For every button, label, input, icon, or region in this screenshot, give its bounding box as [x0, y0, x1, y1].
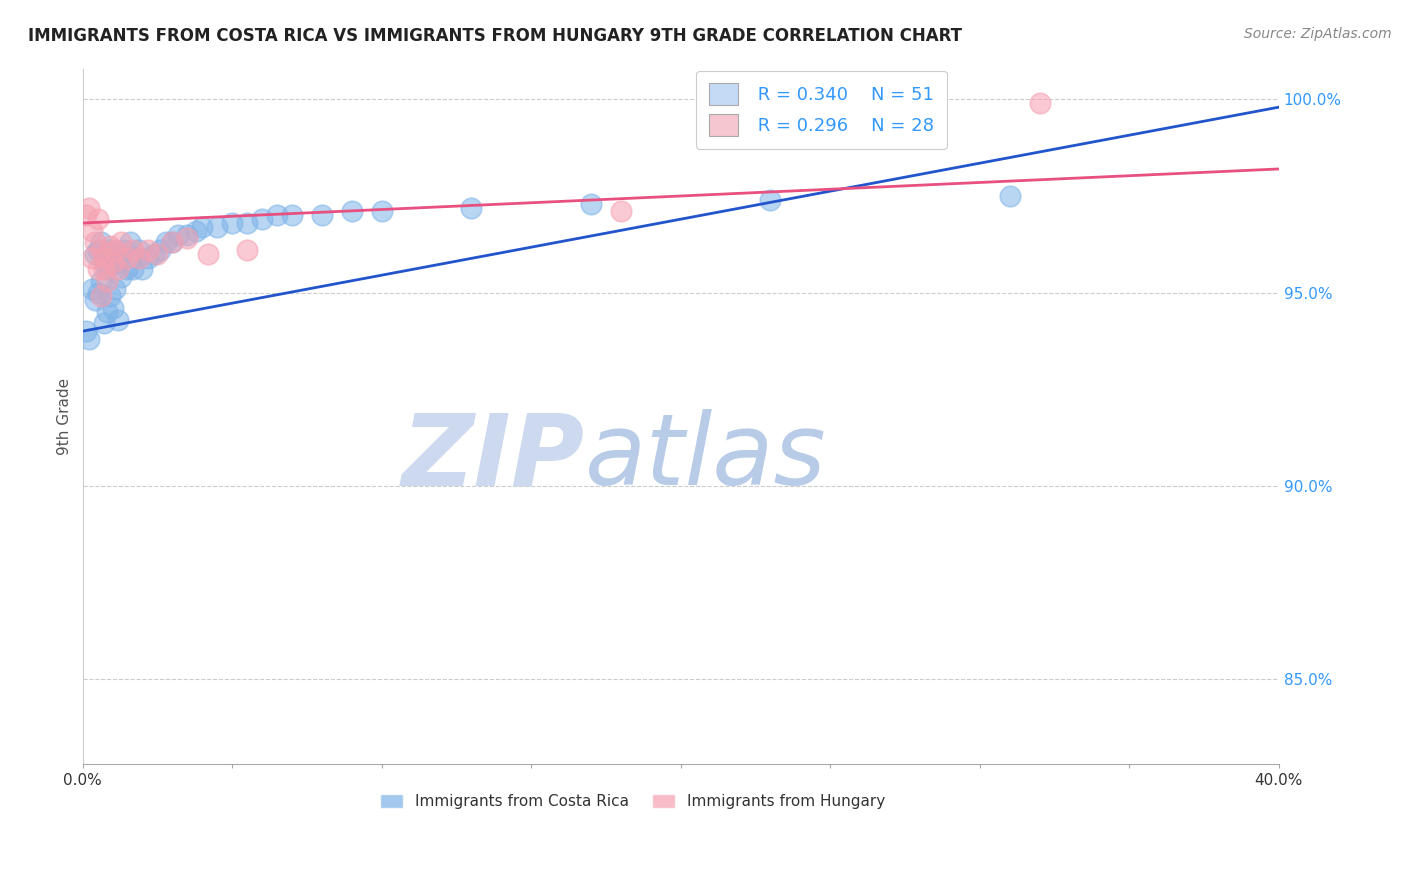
- Point: [80, 251, 103, 265]
- Point: [86, 212, 108, 227]
- Point: [93, 254, 115, 268]
- Point: [114, 243, 136, 257]
- Point: [98, 239, 121, 253]
- Point: [138, 251, 160, 265]
- Point: [77, 201, 100, 215]
- Point: [90, 274, 112, 288]
- Point: [93, 317, 115, 331]
- Point: [107, 262, 129, 277]
- Point: [122, 243, 145, 257]
- Point: [104, 243, 127, 257]
- Point: [138, 243, 160, 257]
- Point: [125, 251, 148, 265]
- Point: [86, 285, 108, 300]
- Point: [101, 251, 124, 265]
- Point: [610, 204, 633, 219]
- Point: [1028, 96, 1050, 111]
- Point: [96, 274, 118, 288]
- Point: [75, 208, 97, 222]
- Point: [128, 243, 150, 257]
- Point: [104, 282, 127, 296]
- Point: [162, 235, 184, 250]
- Point: [120, 235, 142, 250]
- Point: [110, 270, 132, 285]
- Point: [90, 235, 112, 250]
- Legend: Immigrants from Costa Rica, Immigrants from Hungary: Immigrants from Costa Rica, Immigrants f…: [374, 788, 891, 815]
- Point: [117, 251, 139, 265]
- Point: [128, 251, 150, 265]
- Point: [205, 219, 228, 234]
- Text: ZIP: ZIP: [402, 409, 585, 507]
- Point: [75, 324, 97, 338]
- Point: [131, 262, 153, 277]
- Point: [221, 216, 243, 230]
- Point: [579, 196, 602, 211]
- Point: [998, 189, 1021, 203]
- Point: [101, 301, 124, 315]
- Point: [117, 262, 139, 277]
- Point: [186, 224, 208, 238]
- Point: [83, 235, 105, 250]
- Point: [250, 212, 273, 227]
- Text: atlas: atlas: [585, 409, 827, 507]
- Point: [122, 262, 145, 277]
- Text: IMMIGRANTS FROM COSTA RICA VS IMMIGRANTS FROM HUNGARY 9TH GRADE CORRELATION CHAR: IMMIGRANTS FROM COSTA RICA VS IMMIGRANTS…: [28, 27, 962, 45]
- Point: [236, 243, 259, 257]
- Point: [96, 305, 118, 319]
- Point: [93, 251, 115, 265]
- Point: [167, 227, 190, 242]
- Point: [191, 219, 214, 234]
- Point: [83, 293, 105, 308]
- Point: [107, 312, 129, 326]
- Point: [146, 247, 169, 261]
- Point: [98, 243, 121, 257]
- Point: [107, 254, 129, 268]
- Point: [176, 231, 198, 245]
- Point: [96, 262, 118, 277]
- Point: [370, 204, 392, 219]
- Point: [266, 208, 288, 222]
- Y-axis label: 9th Grade: 9th Grade: [58, 377, 72, 455]
- Point: [311, 208, 333, 222]
- Point: [162, 235, 184, 250]
- Point: [197, 247, 219, 261]
- Point: [83, 247, 105, 261]
- Point: [759, 193, 782, 207]
- Point: [460, 201, 482, 215]
- Text: Source: ZipAtlas.com: Source: ZipAtlas.com: [1244, 27, 1392, 41]
- Point: [110, 235, 132, 250]
- Point: [86, 262, 108, 277]
- Point: [155, 235, 177, 250]
- Point: [143, 247, 166, 261]
- Point: [93, 262, 115, 277]
- Point: [104, 247, 127, 261]
- Point: [176, 227, 198, 242]
- Point: [340, 204, 363, 219]
- Point: [236, 216, 259, 230]
- Point: [80, 224, 103, 238]
- Point: [80, 282, 103, 296]
- Point: [86, 243, 108, 257]
- Point: [90, 289, 112, 303]
- Point: [281, 208, 304, 222]
- Point: [77, 332, 100, 346]
- Point: [101, 254, 124, 268]
- Point: [149, 243, 172, 257]
- Point: [90, 243, 112, 257]
- Point: [98, 289, 121, 303]
